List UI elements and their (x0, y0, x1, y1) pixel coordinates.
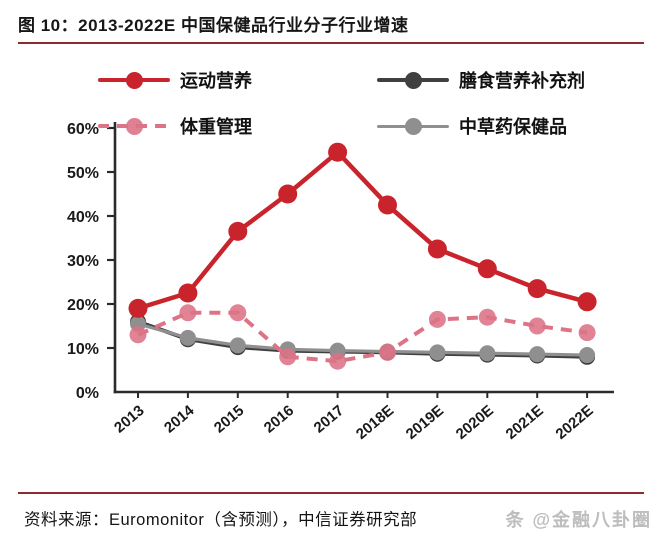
svg-text:10%: 10% (67, 341, 99, 358)
svg-text:2021E: 2021E (503, 402, 547, 443)
legend-swatch-line-marker (377, 117, 449, 135)
legend-swatch-line-marker (98, 71, 170, 89)
legend-item-sports-nutrition: 运动营养 (98, 69, 377, 91)
legend-dot (404, 71, 422, 89)
svg-text:2017: 2017 (311, 402, 347, 436)
legend-item-herbal-products: 中草药保健品 (377, 115, 585, 137)
svg-text:2020E: 2020E (453, 402, 497, 443)
chart-legend: 运动营养 膳食营养补充剂 体重管理 (98, 69, 585, 137)
legend-dot (125, 71, 143, 89)
source-bar: 资料来源：Euromonitor（含预测），中信证券研究部 (18, 492, 644, 530)
svg-text:2015: 2015 (211, 402, 247, 436)
figure-title: 图 10：2013-2022E 中国保健品行业分子行业增速 (18, 16, 409, 35)
legend-label: 中草药保健品 (459, 117, 567, 137)
legend-label: 体重管理 (180, 117, 252, 137)
svg-text:40%: 40% (67, 209, 99, 226)
legend-swatch-line-marker (98, 117, 170, 135)
legend-swatch-line-marker (377, 71, 449, 89)
legend-dot (125, 117, 143, 135)
svg-text:0%: 0% (76, 385, 99, 402)
legend-label: 运动营养 (180, 71, 252, 91)
svg-text:2013: 2013 (111, 402, 147, 436)
svg-text:50%: 50% (67, 165, 99, 182)
svg-text:2016: 2016 (261, 402, 297, 436)
svg-text:2014: 2014 (161, 402, 198, 437)
chart-area: 0% 10% 20% 30% 40% 50% 60% 2013 2014 2015 2016 2017… (0, 60, 660, 472)
figure-title-bar: 图 10：2013-2022E 中国保健品行业分子行业增速 (18, 0, 644, 44)
svg-text:30%: 30% (67, 253, 99, 270)
legend-dot (404, 117, 422, 135)
chart-canvas: 0% 10% 20% 30% 40% 50% 60% 2013 2014 2015 2016 2017… (67, 121, 614, 443)
svg-text:60%: 60% (67, 121, 99, 138)
svg-text:20%: 20% (67, 297, 99, 314)
source-text: 资料来源：Euromonitor（含预测），中信证券研究部 (24, 511, 418, 529)
svg-text:2022E: 2022E (553, 402, 597, 443)
legend-label: 膳食营养补充剂 (459, 71, 585, 91)
svg-text:2018E: 2018E (353, 402, 397, 443)
svg-text:2019E: 2019E (403, 402, 447, 443)
legend-item-dietary-supplements: 膳食营养补充剂 (377, 69, 585, 91)
watermark: 条 @金融八卦圈 (505, 510, 652, 530)
legend-item-weight-management: 体重管理 (98, 115, 377, 137)
